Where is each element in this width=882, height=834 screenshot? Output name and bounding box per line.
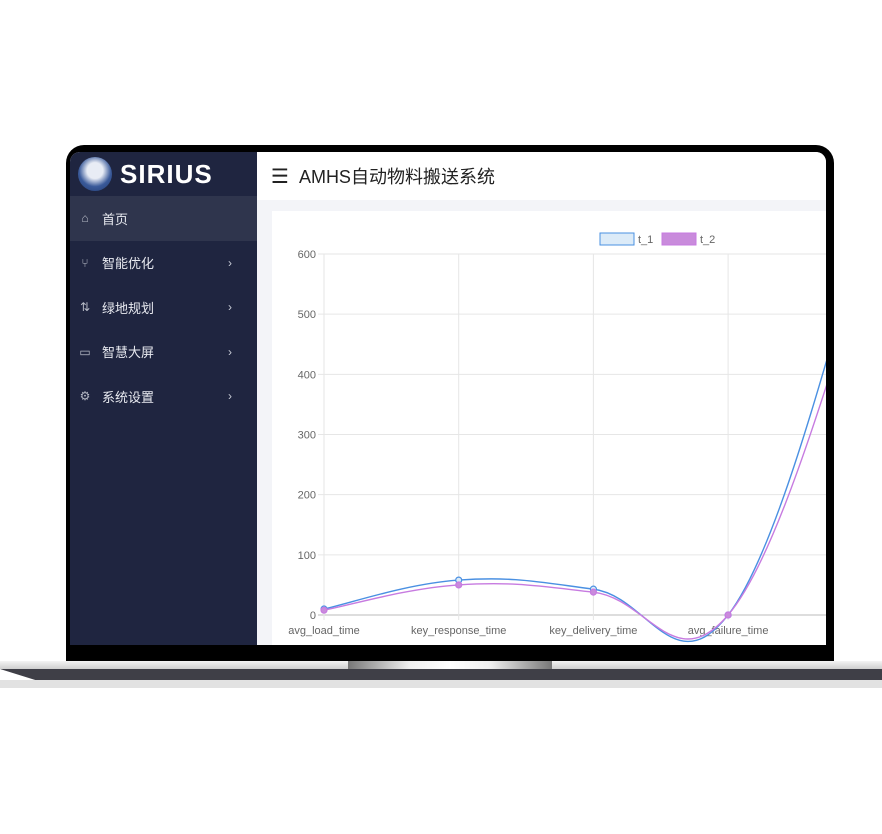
sidebar-item-2[interactable]: ⇅ 绿地规划 ›	[70, 285, 257, 330]
y-tick-label: 400	[298, 369, 316, 381]
laptop-base-edge	[0, 669, 882, 680]
y-tick-label: 300	[298, 430, 316, 442]
x-tick-label: avg_failure_time	[688, 625, 769, 637]
legend-label-t_2: t_2	[700, 234, 715, 246]
sidebar-item-1[interactable]: ⑂ 智能优化 ›	[70, 241, 257, 286]
legend-label-t_1: t_1	[638, 234, 653, 246]
sidebar-item-label: 首页	[102, 211, 129, 227]
legend-swatch-t_2	[661, 232, 697, 246]
y-tick-label: 0	[310, 610, 316, 622]
branch-icon: ⑂	[81, 255, 89, 270]
data-point-t_2	[589, 588, 597, 596]
sidebar-item-4[interactable]: ⚙ 系统设置 ›	[70, 374, 257, 419]
sidebar: SIRIUS ⌂ 首页 ⑂ 智能优化 › ⇅ 绿地规划 › ▭ 智慧大屏 › ⚙ 系统设置 ›	[70, 152, 257, 645]
y-tick-label: 500	[298, 309, 316, 321]
chevron-right-icon: ›	[228, 344, 232, 359]
main-content: 0 100 200 300 400 500 600 avg_load_time key_resp…	[257, 200, 826, 645]
header: ☰ AMHS自动物料搬送系统	[257, 152, 826, 200]
chevron-right-icon: ›	[228, 300, 232, 315]
data-point-t_2	[320, 606, 328, 614]
screen-icon: ▭	[79, 344, 91, 359]
series-line-t_2	[323, 384, 826, 640]
hamburger-menu-icon[interactable]: ☰	[271, 165, 289, 188]
x-tick-label: key_response_time	[411, 625, 506, 637]
line-chart: 0 100 200 300 400 500 600 avg_load_time key_resp…	[288, 232, 826, 642]
page-title: AMHS自动物料搬送系统	[298, 167, 495, 187]
chevron-right-icon: ›	[228, 255, 232, 270]
home-icon: ⌂	[81, 211, 89, 226]
logo-text: SIRIUS	[120, 158, 213, 189]
y-tick-label: 100	[298, 550, 316, 562]
y-tick-label: 200	[298, 490, 316, 502]
pull-request-icon: ⇅	[79, 300, 91, 315]
app-screen: SIRIUS ⌂ 首页 ⑂ 智能优化 › ⇅ 绿地规划 › ▭ 智慧大屏 › ⚙ 系统设置 › ☰ AMH…	[70, 152, 826, 645]
sidebar-item-3[interactable]: ▭ 智慧大屏 ›	[70, 330, 257, 375]
gear-icon: ⚙	[79, 389, 91, 404]
sidebar-item-label: 智慧大屏	[102, 345, 155, 361]
legend-swatch-t_1	[599, 232, 635, 246]
data-point-t_2	[724, 611, 732, 619]
sidebar-item-0[interactable]: ⌂ 首页	[70, 196, 257, 241]
sidebar-item-label: 绿地规划	[102, 300, 155, 316]
sidebar-item-label: 智能优化	[102, 256, 155, 272]
laptop-shadow	[0, 680, 882, 688]
logo[interactable]: SIRIUS	[70, 152, 257, 196]
wolf-logo-icon	[78, 157, 112, 191]
laptop-hinge	[348, 661, 552, 669]
y-tick-label: 600	[298, 249, 316, 261]
sidebar-item-label: 系统设置	[102, 389, 155, 405]
chevron-right-icon: ›	[228, 389, 232, 404]
x-tick-label: key_delivery_time	[549, 625, 637, 637]
x-tick-label: avg_load_time	[288, 625, 360, 637]
data-point-t_2	[455, 581, 463, 589]
chart-card: 0 100 200 300 400 500 600 avg_load_time key_resp…	[272, 211, 826, 645]
